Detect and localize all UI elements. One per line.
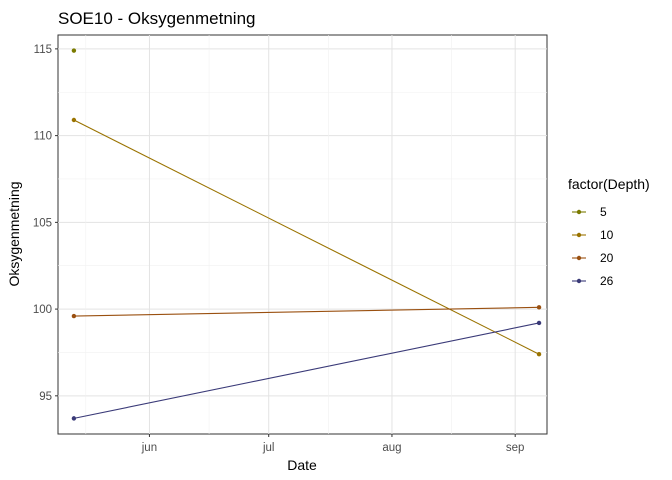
x-axis: jun jul aug sep <box>141 434 525 454</box>
data-point <box>71 48 77 53</box>
series-10 <box>71 117 542 357</box>
legend-key-point <box>576 278 582 284</box>
y-axis: 95 100 105 110 115 <box>33 44 58 403</box>
legend-item: 20 <box>572 251 614 265</box>
legend: 5 10 20 26 <box>572 205 614 288</box>
legend-label: 20 <box>600 251 614 265</box>
legend-item: 10 <box>572 228 614 242</box>
series-line <box>73 322 540 419</box>
y-tick-label: 100 <box>33 304 52 316</box>
data-point <box>71 416 77 421</box>
x-tick-label: jul <box>262 442 275 454</box>
legend-key-point <box>576 209 582 215</box>
chart-title: SOE10 - Oksygenmetning <box>58 9 255 28</box>
legend-title: factor(Depth) <box>568 176 650 192</box>
series-line <box>73 119 540 355</box>
legend-key-point <box>576 232 582 238</box>
y-axis-title: Oksygenmetning <box>6 181 22 286</box>
y-tick-label: 110 <box>34 131 52 143</box>
series-layer <box>71 48 542 421</box>
series-5 <box>71 48 77 53</box>
legend-key-point <box>576 255 582 261</box>
series-20 <box>71 305 542 319</box>
legend-item: 5 <box>572 205 607 219</box>
legend-label: 10 <box>600 228 614 242</box>
data-point <box>536 320 542 326</box>
x-tick-label: aug <box>382 442 401 454</box>
data-point <box>536 352 542 357</box>
grid <box>58 35 547 434</box>
y-tick-label: 95 <box>39 391 52 403</box>
series-line <box>73 306 540 317</box>
y-tick-label: 115 <box>34 44 52 56</box>
legend-label: 26 <box>600 274 614 288</box>
data-point <box>536 305 542 310</box>
y-tick-label: 105 <box>33 217 52 229</box>
x-tick-label: jun <box>141 442 157 454</box>
data-point <box>71 117 77 123</box>
x-axis-title: Date <box>287 457 317 473</box>
legend-item: 26 <box>572 274 614 288</box>
legend-label: 5 <box>600 205 607 219</box>
x-tick-label: sep <box>506 442 525 454</box>
data-point <box>71 313 77 319</box>
series-26 <box>71 320 542 421</box>
